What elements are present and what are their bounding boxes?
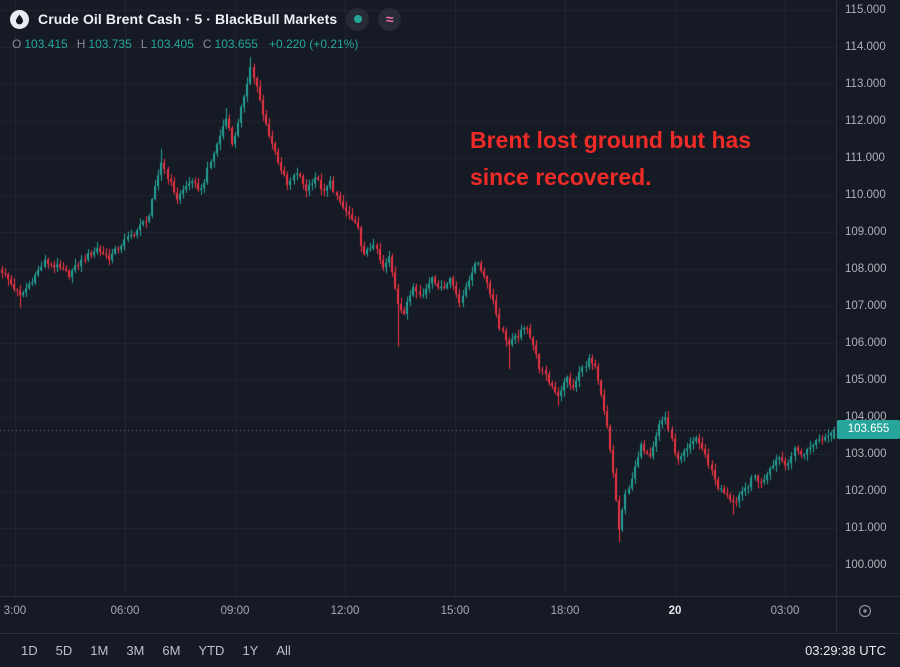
price-axis-label: 105.000 <box>845 373 887 386</box>
range-button-5d[interactable]: 5D <box>49 639 80 662</box>
close-label: C <box>202 37 212 51</box>
range-button-1y[interactable]: 1Y <box>235 639 265 662</box>
range-button-all[interactable]: All <box>269 639 297 662</box>
time-scale[interactable]: 3:00 06:00 09:00 12:00 15:00 18:00 20 03:00 <box>0 597 836 632</box>
chart-annotation-text[interactable]: Brent lost ground but has since recovere… <box>470 122 751 196</box>
range-button-1m[interactable]: 1M <box>83 639 115 662</box>
oil-drop-icon <box>10 9 29 29</box>
range-button-1d[interactable]: 1D <box>14 639 45 662</box>
price-axis-label: 111.000 <box>845 151 885 164</box>
open-label: O <box>12 37 22 51</box>
low-label: L <box>140 37 148 51</box>
chart-legend: Crude Oil Brent Cash · 5 · BlackBull Mar… <box>10 7 402 51</box>
status-dot-icon <box>353 15 362 23</box>
last-price-label: 103.655 <box>837 420 900 440</box>
time-axis-date-label: 20 <box>668 605 682 617</box>
open-value: 103.415 <box>24 37 68 51</box>
price-axis-label: 103.000 <box>845 447 887 460</box>
price-axis-label: 114.000 <box>845 40 886 53</box>
time-axis-separator <box>0 596 900 597</box>
time-axis-label: 15:00 <box>440 605 470 617</box>
high-value: 103.735 <box>88 37 132 51</box>
change-value: +0.220 (+0.21%) <box>268 37 359 51</box>
range-button-ytd[interactable]: YTD <box>191 639 231 662</box>
low-value: 103.405 <box>150 37 194 51</box>
annotation-line-2: since recovered. <box>470 164 652 190</box>
bottom-toolbar: 1D 5D 1M 3M 6M YTD 1Y All 03:29:38 UTC <box>0 633 900 667</box>
price-axis-label: 100.000 <box>845 558 887 571</box>
minds-icon[interactable]: ≈ <box>378 7 402 31</box>
time-axis-label: 06:00 <box>110 605 140 617</box>
axis-settings-icon[interactable] <box>856 602 874 625</box>
ohlc-values: O 103.415 H 103.735 L 103.405 C 103.655 … <box>12 37 401 51</box>
price-axis-label: 113.000 <box>845 77 886 90</box>
price-axis-label: 110.000 <box>845 188 886 201</box>
price-axis-label: 102.000 <box>845 484 887 497</box>
symbol-title[interactable]: Crude Oil Brent Cash · 5 · BlackBull Mar… <box>38 11 338 27</box>
time-axis-label: 3:00 <box>3 605 27 617</box>
price-axis-label: 115.000 <box>845 3 886 16</box>
clock-utc[interactable]: 03:29:38 UTC <box>805 643 886 658</box>
price-axis-label: 104.000 <box>845 410 887 423</box>
time-axis-label: 18:00 <box>550 605 580 617</box>
time-axis-label: 09:00 <box>220 605 250 617</box>
close-value: 103.655 <box>214 37 258 51</box>
time-axis-label: 03:00 <box>770 605 800 617</box>
price-axis-label: 112.000 <box>845 114 886 127</box>
range-button-3m[interactable]: 3M <box>119 639 151 662</box>
price-scale[interactable]: 103.655 115.000 114.000 113.000 112.000 111.… <box>836 0 900 632</box>
annotation-line-1: Brent lost ground but has <box>470 127 752 153</box>
price-axis-label: 106.000 <box>845 336 887 349</box>
market-status-icon[interactable] <box>346 7 370 31</box>
range-selector: 1D 5D 1M 3M 6M YTD 1Y All <box>14 639 298 662</box>
time-axis-label: 12:00 <box>330 605 360 617</box>
price-axis-label: 109.000 <box>845 225 887 238</box>
range-button-6m[interactable]: 6M <box>155 639 187 662</box>
high-label: H <box>76 37 86 51</box>
price-axis-label: 107.000 <box>845 299 887 312</box>
price-axis-label: 108.000 <box>845 262 887 275</box>
candlestick-chart-canvas[interactable] <box>0 0 836 597</box>
price-axis-label: 101.000 <box>845 521 887 534</box>
